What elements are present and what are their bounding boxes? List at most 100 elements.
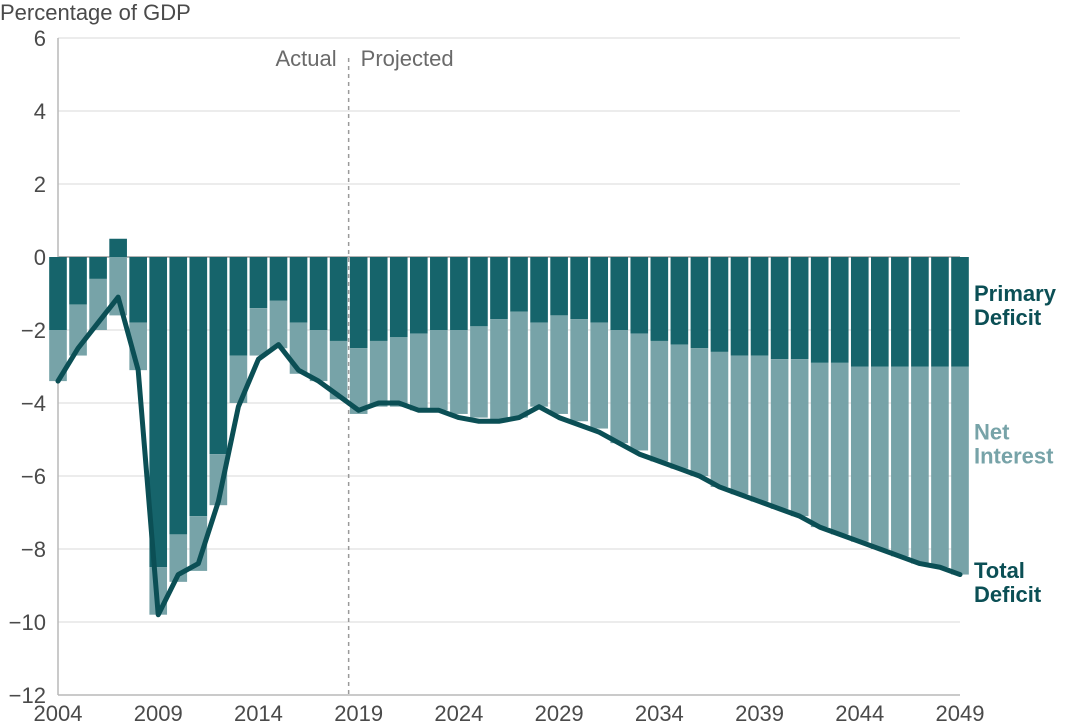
bar-net-interest [891, 367, 909, 557]
bar-net-interest [711, 352, 729, 487]
x-tick-label: 2049 [936, 701, 985, 726]
bar-primary-deficit [691, 257, 709, 348]
bar-primary-deficit [811, 257, 829, 363]
x-tick-label: 2034 [635, 701, 684, 726]
bar-primary-deficit [350, 257, 368, 348]
bar-primary-deficit [49, 257, 67, 330]
bar-primary-deficit [89, 257, 107, 279]
bar-primary-deficit [250, 257, 268, 308]
bar-primary-deficit [530, 257, 548, 323]
x-tick-label: 2024 [434, 701, 483, 726]
bar-primary-deficit [651, 257, 669, 341]
x-tick-label: 2009 [134, 701, 183, 726]
bar-primary-deficit [310, 257, 328, 330]
bar-net-interest [410, 334, 428, 411]
bar-net-interest [691, 348, 709, 476]
chart-svg: 6420−2−4−6−8−10−122004200920142019202420… [0, 0, 1080, 726]
y-tick-label: 6 [34, 26, 46, 51]
bar-primary-deficit [450, 257, 468, 330]
bar-net-interest [390, 337, 408, 406]
y-tick-label: −8 [21, 537, 46, 562]
bar-net-interest [831, 363, 849, 535]
bar-net-interest [811, 363, 829, 527]
bar-net-interest [450, 330, 468, 414]
y-tick-label: 2 [34, 172, 46, 197]
bar-primary-deficit [410, 257, 428, 334]
x-tick-label: 2039 [735, 701, 784, 726]
bar-primary-deficit [671, 257, 689, 345]
bar-net-interest [590, 323, 608, 429]
bar-net-interest [610, 330, 628, 443]
bar-primary-deficit [590, 257, 608, 323]
legend-total-deficit: Deficit [974, 582, 1042, 607]
bar-primary-deficit [69, 257, 87, 304]
bar-net-interest [570, 319, 588, 421]
bar-primary-deficit [210, 257, 228, 454]
bar-primary-deficit [230, 257, 248, 356]
bar-primary-deficit [550, 257, 568, 315]
bar-net-interest [871, 367, 889, 550]
bar-primary-deficit [470, 257, 488, 326]
bar-net-interest [510, 312, 528, 418]
bar-net-interest [771, 359, 789, 509]
y-tick-label: −2 [21, 318, 46, 343]
bar-primary-deficit [169, 257, 187, 534]
bar-primary-deficit [951, 257, 969, 367]
bar-primary-deficit [831, 257, 849, 363]
bar-net-interest [751, 356, 769, 502]
x-tick-label: 2044 [835, 701, 884, 726]
deficit-chart: 6420−2−4−6−8−10−122004200920142019202420… [0, 0, 1080, 726]
bar-primary-deficit [931, 257, 949, 367]
bar-net-interest [370, 341, 388, 407]
bar-net-interest [270, 301, 288, 348]
bar-net-interest [550, 315, 568, 414]
bar-net-interest [250, 308, 268, 355]
y-tick-label: −4 [21, 391, 46, 416]
bar-net-interest [530, 323, 548, 407]
legend-primary-deficit: Deficit [974, 305, 1042, 330]
bar-primary-deficit [430, 257, 448, 330]
bar-net-interest [851, 367, 869, 542]
bar-primary-deficit [370, 257, 388, 341]
bar-primary-deficit [751, 257, 769, 356]
x-tick-label: 2014 [234, 701, 283, 726]
bar-primary-deficit [731, 257, 749, 356]
bar-net-interest [791, 359, 809, 516]
legend-total-deficit: Total [974, 558, 1025, 583]
bar-net-interest [671, 345, 689, 469]
y-tick-label: −10 [9, 610, 46, 635]
y-tick-label: −6 [21, 464, 46, 489]
bar-net-interest [911, 367, 929, 564]
bar-primary-deficit [570, 257, 588, 319]
x-tick-label: 2004 [34, 701, 83, 726]
legend-net-interest: Interest [974, 444, 1054, 469]
legend-net-interest: Net [974, 420, 1010, 445]
y-tick-label: 0 [34, 245, 46, 270]
bar-net-interest [931, 367, 949, 568]
bar-net-interest [490, 319, 508, 421]
bar-primary-deficit [270, 257, 288, 301]
bar-primary-deficit [129, 257, 147, 323]
bar-net-interest [470, 326, 488, 417]
legend-primary-deficit: Primary [974, 281, 1057, 306]
bar-net-interest [951, 367, 969, 575]
bar-net-interest [310, 330, 328, 381]
bar-primary-deficit [390, 257, 408, 337]
bar-net-interest [651, 341, 669, 461]
bar-primary-deficit [510, 257, 528, 312]
bar-primary-deficit [189, 257, 207, 516]
annotation-projected: Projected [361, 46, 454, 71]
x-tick-label: 2019 [334, 701, 383, 726]
bar-primary-deficit [871, 257, 889, 367]
bar-primary-deficit [851, 257, 869, 367]
y-tick-label: 4 [34, 99, 46, 124]
bar-primary-deficit [711, 257, 729, 352]
y-axis-title: Percentage of GDP [0, 0, 191, 25]
annotation-actual: Actual [275, 46, 336, 71]
bar-primary-deficit [911, 257, 929, 367]
bar-primary-deficit [891, 257, 909, 367]
bar-primary-deficit [791, 257, 809, 359]
bar-primary-deficit [290, 257, 308, 323]
bar-net-interest [630, 334, 648, 451]
bar-net-interest [430, 330, 448, 410]
